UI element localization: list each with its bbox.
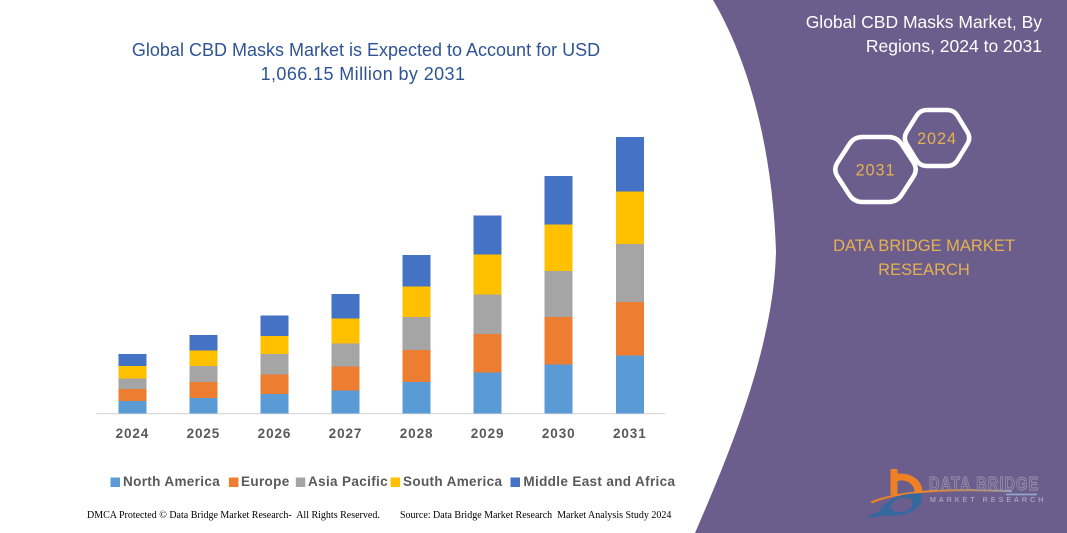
svg-text:2026: 2026 (258, 426, 292, 441)
svg-text:MARKET RESEARCH: MARKET RESEARCH (930, 497, 1046, 504)
svg-text:1,066.15 Million by 2031: 1,066.15 Million by 2031 (261, 64, 466, 84)
svg-text:RESEARCH: RESEARCH (878, 261, 970, 279)
svg-text:2029: 2029 (471, 426, 505, 441)
svg-text:2025: 2025 (187, 426, 221, 441)
svg-text:2027: 2027 (329, 426, 363, 441)
svg-text:Middle East and Africa: Middle East and Africa (523, 474, 675, 489)
svg-text:2031: 2031 (613, 426, 647, 441)
svg-text:Europe: Europe (241, 474, 290, 489)
svg-text:South America: South America (403, 474, 502, 489)
svg-text:2031: 2031 (856, 162, 896, 180)
svg-text:North America: North America (123, 474, 220, 489)
svg-text:DATA BRIDGE: DATA BRIDGE (929, 473, 1039, 494)
svg-text:DATA BRIDGE MARKET: DATA BRIDGE MARKET (833, 237, 1015, 255)
svg-text:Global CBD Masks Market, By: Global CBD Masks Market, By (806, 12, 1043, 32)
svg-text:2028: 2028 (400, 426, 434, 441)
svg-text:Asia Pacific: Asia Pacific (308, 474, 388, 489)
svg-text:DMCA Protected © Data Bridge M: DMCA Protected © Data Bridge Market Rese… (87, 510, 380, 521)
svg-text:2024: 2024 (917, 130, 957, 148)
svg-text:Global CBD Masks Market is Exp: Global CBD Masks Market is Expected to A… (132, 40, 600, 60)
svg-text:2030: 2030 (542, 426, 576, 441)
svg-text:2024: 2024 (116, 426, 150, 441)
svg-text:Regions, 2024 to 2031: Regions, 2024 to 2031 (866, 36, 1042, 56)
svg-text:Source: Data Bridge Market Res: Source: Data Bridge Market Research Mark… (400, 510, 671, 521)
